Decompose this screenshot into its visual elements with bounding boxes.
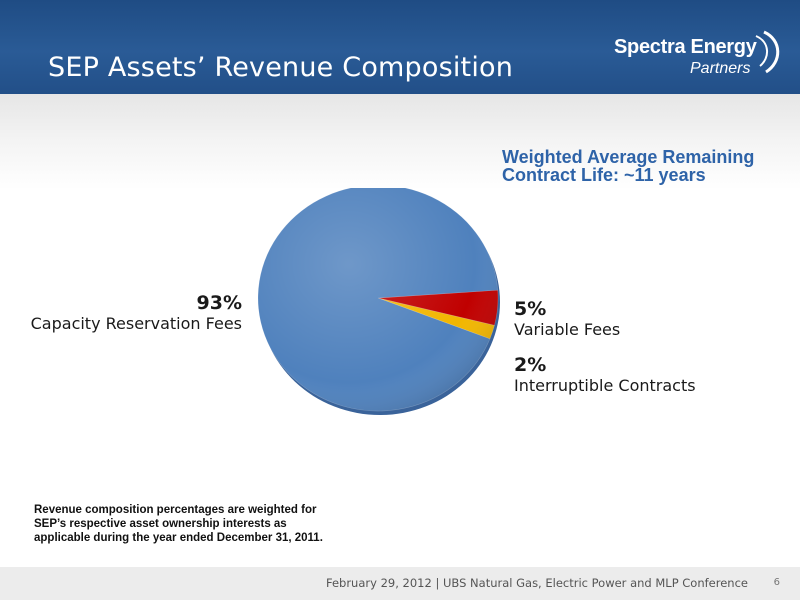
interruptible-slice-label: 2% Interruptible Contracts — [514, 354, 696, 395]
slide-title: SEP Assets’ Revenue Composition — [48, 52, 514, 83]
logo-subtitle: Partners — [690, 60, 751, 77]
footnote: Revenue composition percentages are weig… — [34, 504, 323, 544]
slide-header: SEP Assets’ Revenue Composition Spectra … — [0, 0, 800, 94]
capacity-slice-label: 93% Capacity Reservation Fees — [31, 292, 242, 333]
interruptible-slice-value: 2% — [514, 354, 547, 376]
pie-svg — [257, 184, 500, 415]
header-gradient-band — [0, 94, 800, 190]
interruptible-slice-name: Interruptible Contracts — [514, 376, 696, 395]
capacity-slice-value: 93% — [196, 292, 242, 314]
variable-slice-name: Variable Fees — [514, 320, 621, 339]
slide-footer: February 29, 2012 | UBS Natural Gas, Ele… — [0, 567, 800, 600]
variable-slice-label: 5% Variable Fees — [514, 298, 620, 339]
variable-slice-value: 5% — [514, 298, 547, 320]
contract-life-note: Weighted Average Remaining Contract Life… — [502, 147, 755, 185]
logo-wordmark: Spectra Energy — [614, 36, 757, 58]
revenue-pie-chart — [250, 184, 510, 434]
page-number: 6 — [773, 577, 780, 588]
spectra-energy-logo: Spectra Energy Partners — [604, 26, 784, 84]
capacity-slice-name: Capacity Reservation Fees — [30, 314, 242, 333]
logo-swoosh-icon — [755, 30, 780, 74]
footer-text: February 29, 2012 | UBS Natural Gas, Ele… — [325, 576, 748, 590]
